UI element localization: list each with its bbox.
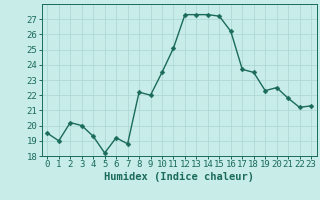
X-axis label: Humidex (Indice chaleur): Humidex (Indice chaleur) (104, 172, 254, 182)
